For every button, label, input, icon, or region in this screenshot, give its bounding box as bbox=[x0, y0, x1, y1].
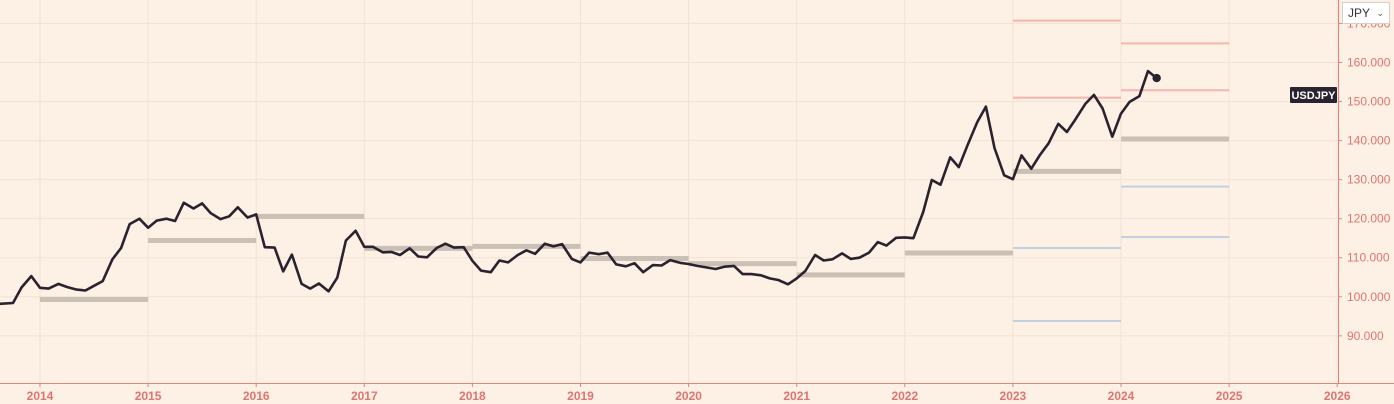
y-axis-tick-labels[interactable]: 90.000 100.000 110.000 120.000 130.000 140.00… bbox=[1338, 16, 1391, 343]
grid-lines bbox=[0, 0, 1338, 383]
series-label: USDJPY bbox=[1290, 87, 1337, 103]
yearly-average-bars bbox=[39, 136, 1230, 303]
x-tick-label: 2022 bbox=[891, 389, 918, 403]
y-tick-label: 140.000 bbox=[1347, 134, 1391, 148]
x-tick-label: 2015 bbox=[135, 389, 162, 403]
x-tick-label: 2017 bbox=[351, 389, 378, 403]
x-tick-label: 2016 bbox=[243, 389, 270, 403]
y-tick-label: 100.000 bbox=[1347, 290, 1391, 304]
y-tick-label: 90.000 bbox=[1347, 329, 1384, 343]
x-tick-label: 2019 bbox=[567, 389, 594, 403]
currency-select-value: JPY bbox=[1348, 6, 1371, 20]
x-tick-label: 2018 bbox=[459, 389, 486, 403]
x-tick-label: 2014 bbox=[27, 389, 54, 403]
x-tick-label: 2023 bbox=[1000, 389, 1027, 403]
x-tick-label: 2021 bbox=[783, 389, 810, 403]
y-tick-label: 120.000 bbox=[1347, 212, 1391, 226]
x-tick-label: 2025 bbox=[1216, 389, 1243, 403]
x-axis-tick-labels: 2014 2015 2016 2017 2018 2019 2020 2021 2022 2023… bbox=[27, 383, 1351, 403]
x-tick-label: 2024 bbox=[1108, 389, 1135, 403]
y-tick-label: 110.000 bbox=[1347, 251, 1390, 265]
x-tick-label: 2020 bbox=[675, 389, 702, 403]
series-label-background bbox=[1290, 87, 1337, 103]
y-tick-label: 150.000 bbox=[1347, 95, 1391, 109]
y-tick-label: 130.000 bbox=[1347, 173, 1391, 187]
x-tick-label: 2026 bbox=[1324, 389, 1351, 403]
currency-select[interactable]: JPY ⌄ bbox=[1342, 2, 1390, 24]
y-tick-label: 160.000 bbox=[1347, 55, 1391, 69]
axes bbox=[0, 0, 1394, 384]
forecast-lines bbox=[1012, 19, 1230, 322]
chevron-down-icon: ⌄ bbox=[1376, 7, 1384, 18]
last-price-marker bbox=[1152, 73, 1161, 83]
series-label-text: USDJPY bbox=[1291, 90, 1336, 102]
usdjpy-price-line bbox=[0, 69, 1158, 306]
